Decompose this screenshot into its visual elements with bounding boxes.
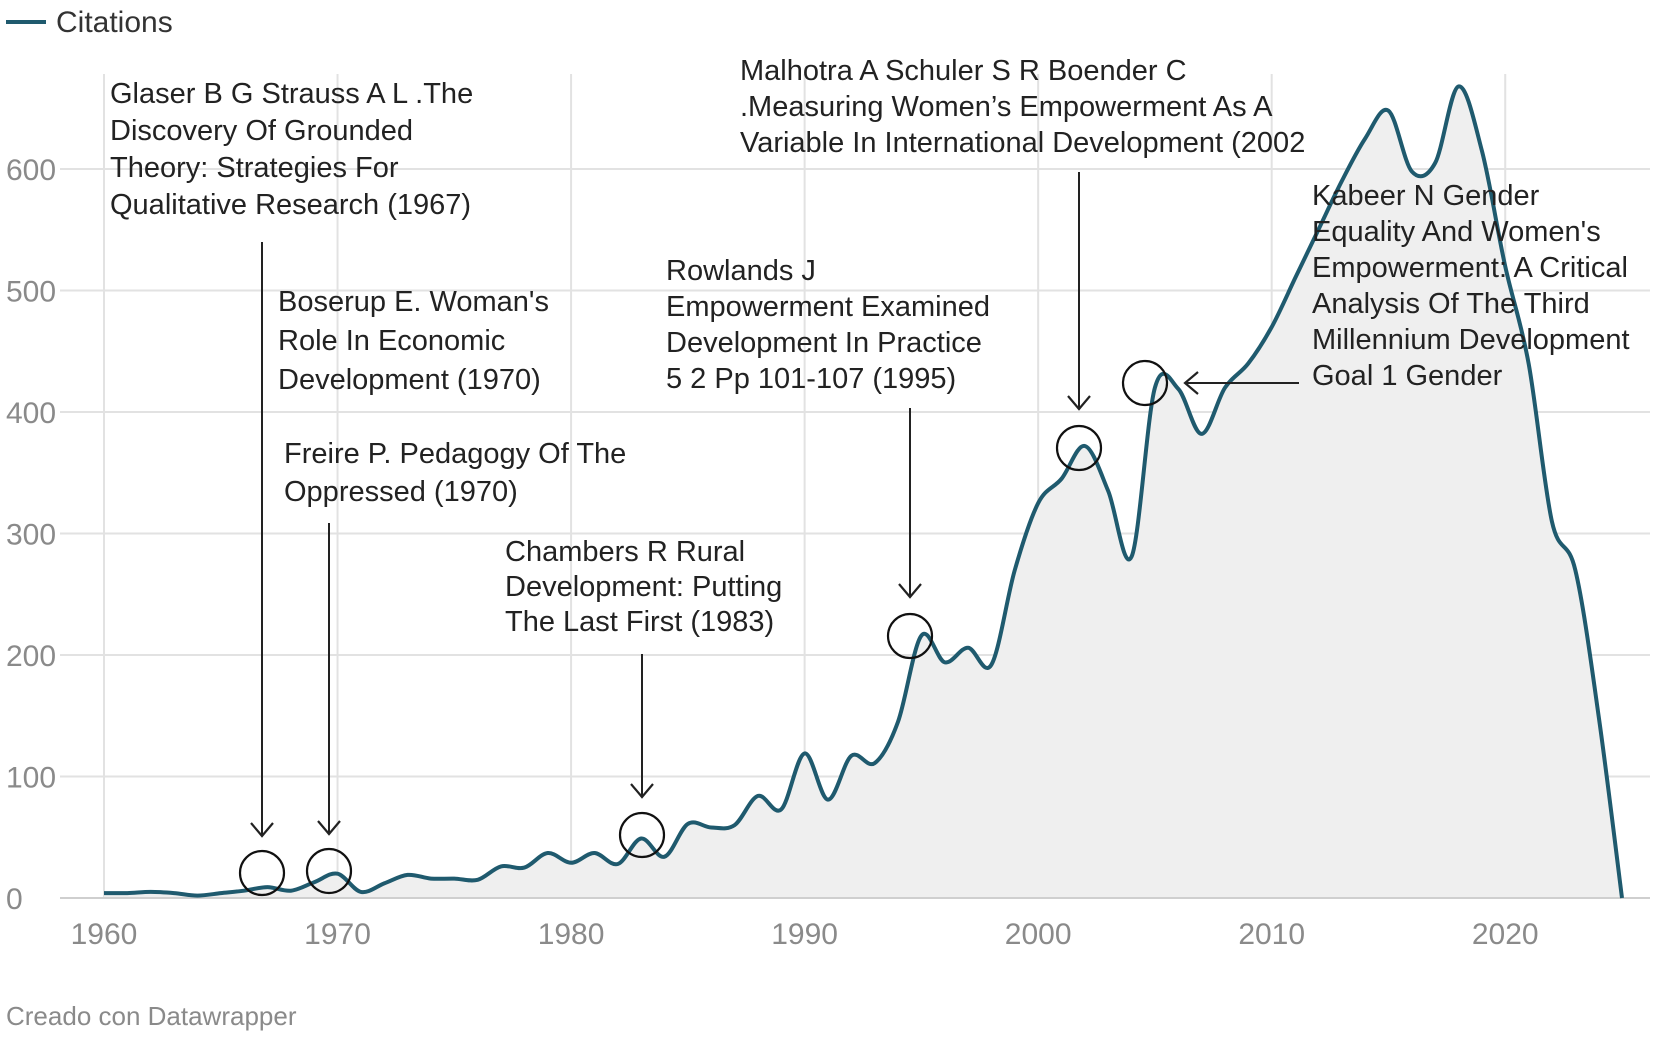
annotation-text: Malhotra A Schuler S R Boender C .Measuri… [740,55,1305,159]
x-tick-label: 1980 [538,918,605,951]
annotation-text: Chambers R Rural Development: Putting The … [505,536,782,638]
annotations: Glaser B G Strauss A L .The Discovery Of … [110,55,1630,897]
annotation-text-line: Development (1970) [278,364,541,396]
annotation-text: Kabeer N Gender Equality And Women's Empow… [1312,180,1630,392]
annotation-text-line: Theory: Strategies For [110,152,399,184]
y-tick-label: 200 [6,640,56,673]
annotation-circle [618,811,666,859]
legend: Citations [6,6,173,39]
y-tick-label: 400 [6,397,56,430]
annotation: Freire P. Pedagogy Of The Oppressed (1970… [284,438,626,895]
annotation-text-line: Malhotra A Schuler S R Boender C [740,55,1187,87]
annotation-text-line: Rowlands J [666,255,816,287]
x-tick-label: 1960 [71,918,138,951]
annotation-arrowhead [1183,371,1199,395]
annotation-text: Freire P. Pedagogy Of The Oppressed (1970… [284,438,626,508]
annotation-circle [238,849,286,897]
annotation: Glaser B G Strauss A L .The Discovery Of … [110,78,473,897]
annotation-text-line: Qualitative Research (1967) [110,189,471,221]
annotation-text-line: Chambers R Rural [505,536,745,568]
annotation-text-line: The Last First (1983) [505,606,774,638]
annotation-text-line: Variable In International Development (2… [740,127,1305,159]
annotation-circle [1121,359,1169,407]
annotation: Rowlands J Empowerment Examined Developmen… [666,255,990,660]
credit-text: Creado con Datawrapper [6,1001,297,1031]
annotation-text: Boserup E. Woman's Role In Economic Develo… [278,286,549,396]
y-tick-label: 600 [6,154,56,187]
series-line-citations [103,84,1624,899]
y-tick-label: 100 [6,762,56,795]
annotation-text-line: Equality And Women's [1312,216,1601,248]
area-layer [60,84,1650,899]
y-axis-ticks: 0 100 200 300 400 500 600 [6,154,56,916]
annotation-circle [886,612,934,660]
annotation-text-line: Freire P. Pedagogy Of The [284,438,626,470]
series-area-fill [104,86,1622,899]
annotation-arrowhead [250,822,274,838]
y-tick-label: 0 [6,883,23,916]
annotation-text-line: Kabeer N Gender [1312,180,1540,212]
annotation-text-line: Development In Practice [666,327,982,359]
annotation-text-line: Development: Putting [505,571,782,603]
annotation-arrowhead [317,820,341,836]
x-tick-label: 1990 [771,918,838,951]
annotation-text-line: Boserup E. Woman's [278,286,549,318]
annotation: Kabeer N Gender Equality And Women's Empow… [1121,180,1630,407]
annotation-arrowhead [898,583,922,599]
x-axis-ticks: 1960 1970 1980 1990 2000 2010 2020 [71,918,1539,951]
annotation-text-line: 5 2 Pp 101-107 (1995) [666,363,956,395]
annotation-text: Glaser B G Strauss A L .The Discovery Of … [110,78,473,221]
annotation-text: Rowlands J Empowerment Examined Developmen… [666,255,990,395]
annotation-text-line: .Measuring Women’s Empowerment As A [740,91,1273,123]
annotation-text-line: Empowerment: A Critical [1312,252,1628,284]
annotation: Boserup E. Woman's Role In Economic Develo… [278,286,549,396]
y-tick-label: 500 [6,276,56,309]
annotation: Chambers R Rural Development: Putting The … [505,536,782,859]
x-tick-label: 2020 [1472,918,1539,951]
annotation-arrowhead [630,783,654,799]
annotation-text-line: Empowerment Examined [666,291,990,323]
legend-label: Citations [56,6,173,39]
annotation-text-line: Analysis Of The Third [1312,288,1590,320]
annotation-text-line: Goal 1 Gender [1312,360,1503,392]
annotation: Malhotra A Schuler S R Boender C .Measuri… [740,55,1305,472]
annotation-text-line: Role In Economic [278,325,505,357]
x-tick-label: 2000 [1005,918,1072,951]
annotation-circle [305,847,353,895]
x-tick-label: 2010 [1238,918,1305,951]
annotation-text-line: Discovery Of Grounded [110,115,413,147]
annotation-text-line: Oppressed (1970) [284,476,518,508]
annotation-circle [1055,424,1103,472]
y-tick-label: 300 [6,519,56,552]
annotation-arrowhead [1067,395,1091,411]
x-tick-label: 1970 [304,918,371,951]
annotation-text-line: Glaser B G Strauss A L .The [110,78,473,110]
annotation-text-line: Millennium Development [1312,324,1630,356]
